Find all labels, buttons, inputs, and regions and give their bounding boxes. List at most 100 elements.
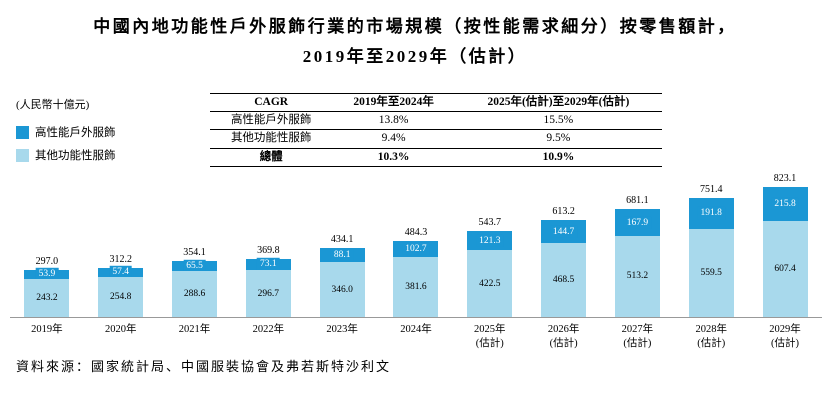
bar-column: 681.1 167.9 513.2 [601, 195, 675, 317]
cagr-row-label: 總體 [210, 148, 333, 167]
stacked-bar: 121.3 422.5 [467, 231, 513, 317]
bar-segment-high-performance: 88.1 [319, 248, 365, 263]
segment-value-label: 88.1 [330, 249, 354, 262]
x-axis-label-year: 2029年 [769, 324, 801, 335]
bar-column: 543.7 121.3 422.5 [453, 217, 527, 317]
bar-total-label: 823.1 [773, 172, 797, 184]
bar-segment-high-performance: 53.9 [24, 268, 70, 281]
cagr-header-cell: CAGR [210, 92, 333, 113]
segment-value-label: 288.6 [183, 288, 206, 299]
segment-value-label: 144.7 [549, 225, 578, 238]
stacked-bar: 191.8 559.5 [688, 198, 734, 317]
chart-title: 中國內地功能性戶外服飾行業的市場規模（按性能需求細分）按零售額計， 2019年至… [0, 0, 830, 72]
cagr-header-cell: 2019年至2024年 [332, 92, 455, 113]
legend: 高性能戶外服飾 其他功能性服飾 [16, 124, 116, 170]
cagr-header-cell: 2025年(估計)至2029年(估計) [454, 92, 662, 113]
x-axis-label: 2028年 (估計) [674, 323, 748, 350]
bar-total-label: 354.1 [183, 247, 206, 259]
bar-total-label: 681.1 [626, 195, 649, 207]
bar-segment-high-performance: 57.4 [98, 266, 144, 279]
stacked-bar-chart: 297.0 53.9 243.2 312.2 57.4 254.8 354.1 65.5 288… [10, 168, 822, 350]
x-axis-label: 2027年 (估計) [601, 323, 675, 350]
chart-title-line2: 2019年至2029年（估計） [302, 46, 528, 66]
segment-value-label: 243.2 [36, 292, 58, 303]
segment-value-label: 215.8 [771, 197, 799, 211]
x-axis-label: 2019年 [31, 324, 63, 335]
x-axis-label: 2025年 (估計) [453, 323, 527, 350]
bar-segment-high-performance: 102.7 [393, 240, 439, 257]
chart-title-line1: 中國內地功能性戶外服飾行業的市場規模（按性能需求細分）按零售額計， [93, 17, 737, 36]
x-axis-label-year: 2025年 [474, 324, 506, 335]
segment-value-label: 607.4 [774, 263, 796, 274]
bar-segment-high-performance: 144.7 [541, 220, 587, 243]
source-note: 資料來源：國家統計局、中國服裝協會及弗若斯特沙利文 [16, 359, 392, 374]
segment-value-label: 65.5 [183, 260, 206, 273]
bar-segment-other-functional: 559.5 [688, 228, 734, 317]
x-axis-label-year: 2026年 [547, 324, 580, 335]
x-axis-label-estimate: (估計) [771, 337, 800, 349]
cagr-value-cell: 9.4% [332, 129, 455, 149]
bar-total-label: 484.3 [404, 226, 428, 238]
bar-segment-high-performance: 65.5 [172, 260, 218, 273]
cagr-value-cell: 10.9% [454, 148, 662, 167]
segment-value-label: 121.3 [476, 234, 504, 247]
segment-value-label: 513.2 [626, 271, 649, 282]
legend-label: 其他功能性服飾 [35, 150, 116, 162]
bar-segment-high-performance: 191.8 [688, 198, 734, 229]
bar-segment-other-functional: 468.5 [541, 242, 587, 317]
segment-value-label: 167.9 [623, 216, 652, 229]
bar-total-label: 543.7 [478, 217, 502, 229]
bar-column: 484.3 102.7 381.6 [379, 226, 453, 317]
x-axis-label-estimate: (估計) [475, 337, 504, 349]
bar-segment-other-functional: 513.2 [614, 235, 660, 317]
bar-segment-other-functional: 254.8 [98, 276, 144, 317]
bar-segment-high-performance: 167.9 [614, 209, 660, 236]
x-axis-label-estimate: (估計) [549, 337, 578, 349]
x-axis-label-year: 2027年 [621, 324, 654, 335]
bar-segment-other-functional: 288.6 [172, 271, 218, 317]
stacked-bar: 53.9 243.2 [24, 268, 70, 317]
stacked-bar: 215.8 607.4 [762, 186, 808, 317]
chart-plot-area: 297.0 53.9 243.2 312.2 57.4 254.8 354.1 65.5 288… [10, 168, 822, 318]
stacked-bar: 102.7 381.6 [393, 240, 439, 317]
unit-label: (人民幣十億元) [16, 99, 90, 111]
x-axis-label: 2021年 [178, 324, 211, 335]
cagr-value-cell: 10.3% [332, 148, 455, 167]
x-axis-label: 2023年 [326, 324, 358, 335]
x-axis-label-year: 2028年 [695, 324, 727, 335]
bar-total-label: 369.8 [257, 244, 280, 256]
bar-segment-high-performance: 215.8 [762, 186, 808, 222]
legend-swatch [16, 125, 29, 139]
cagr-header-row: CAGR 2019年至2024年 2025年(估計)至2029年(估計) [210, 92, 662, 113]
stacked-bar: 73.1 296.7 [245, 258, 291, 317]
bar-segment-other-functional: 607.4 [762, 221, 808, 317]
segment-value-label: 422.5 [479, 278, 501, 289]
bar-column: 312.2 57.4 254.8 [84, 254, 158, 317]
x-axis-label-estimate: (估計) [697, 337, 726, 349]
segment-value-label: 381.6 [405, 281, 427, 292]
segment-value-label: 102.7 [402, 242, 430, 255]
x-axis-label: 2024年 [400, 324, 432, 335]
bar-column: 354.1 65.5 288.6 [158, 247, 232, 317]
cagr-table-head: CAGR 2019年至2024年 2025年(估計)至2029年(估計) [210, 92, 662, 113]
cagr-row: 高性能戶外服飾 13.8% 15.5% [210, 111, 662, 131]
bar-segment-high-performance: 73.1 [245, 258, 291, 271]
bar-column: 613.2 144.7 468.5 [527, 206, 601, 317]
bar-segment-other-functional: 296.7 [245, 270, 291, 317]
x-axis-label: 2026年 (估計) [527, 323, 601, 350]
cagr-table: CAGR 2019年至2024年 2025年(估計)至2029年(估計) 高性能戶外服… [210, 92, 662, 167]
stacked-bar: 167.9 513.2 [614, 209, 660, 317]
bar-total-label: 297.0 [35, 256, 59, 268]
bar-segment-other-functional: 243.2 [24, 278, 70, 317]
cagr-row-label: 高性能戶外服飾 [210, 111, 333, 131]
legend-item: 高性能戶外服飾 [16, 124, 116, 140]
segment-value-label: 57.4 [109, 266, 133, 279]
bar-segment-other-functional: 346.0 [319, 262, 365, 317]
bar-segment-other-functional: 422.5 [467, 250, 513, 317]
legend-label: 高性能戶外服飾 [35, 127, 116, 139]
x-axis-label: 2022年 [252, 324, 285, 335]
cagr-value-cell: 13.8% [332, 111, 455, 131]
legend-swatch [16, 148, 29, 162]
bar-total-label: 312.2 [109, 253, 132, 265]
cagr-row: 其他功能性服飾 9.4% 9.5% [210, 129, 662, 149]
